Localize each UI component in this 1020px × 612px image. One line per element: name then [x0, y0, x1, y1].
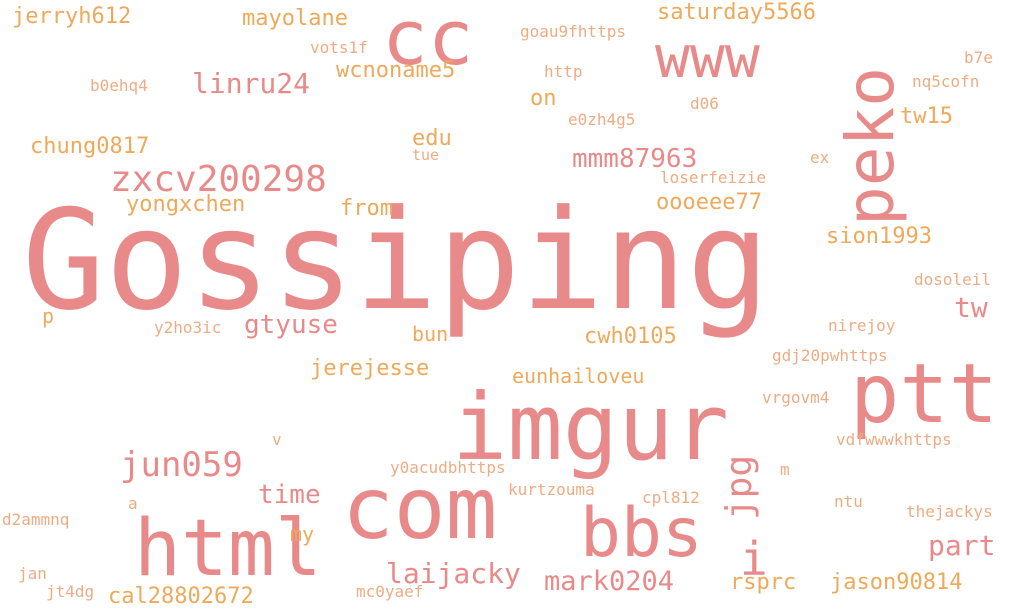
word-cc: cc [382, 0, 474, 82]
word-b0ehq4: b0ehq4 [90, 76, 148, 95]
word-m: m [780, 460, 790, 479]
word-yongxchen: yongxchen [126, 192, 246, 217]
word-y0acudbhttps: y0acudbhttps [390, 458, 506, 477]
word-linru24: linru24 [192, 67, 311, 100]
word-ptt: ptt [850, 347, 999, 442]
word-vots1f: vots1f [310, 38, 368, 57]
word-cwh0105: cwh0105 [584, 324, 677, 349]
word-edu: edu [412, 126, 452, 151]
word-from: from [340, 196, 393, 221]
word-saturday5566: saturday5566 [657, 0, 816, 25]
word-jpg: jpg [719, 454, 760, 520]
word-oooeee77: oooeee77 [656, 190, 762, 215]
word-ex: ex [810, 148, 830, 167]
word-gossiping: Gossiping [22, 180, 770, 341]
word-bun: bun [412, 322, 449, 346]
word-time: time [258, 480, 321, 510]
word-jan: jan [18, 564, 47, 583]
word-goau9fhttps: goau9fhttps [520, 22, 626, 41]
word-kurtzouma: kurtzouma [508, 480, 595, 499]
word-vdfwwwkhttps: vdfwwwkhttps [836, 430, 952, 449]
word-mmm87963: mmm87963 [572, 144, 698, 174]
word-v: v [272, 430, 282, 449]
word-p: p [42, 304, 55, 328]
word-thejackys: thejackys [906, 502, 993, 521]
word-jun059: jun059 [120, 445, 243, 485]
word-http: http [544, 62, 583, 81]
word-d2ammnq: d2ammnq [2, 510, 70, 529]
word-peko: peko [832, 67, 909, 226]
word-part: part [928, 529, 996, 562]
word-d06: d06 [690, 94, 719, 113]
word-jerejesse: jerejesse [310, 356, 430, 381]
word-eunhailoveu: eunhailoveu [512, 364, 645, 388]
word-gdj20pwhttps: gdj20pwhttps [772, 346, 888, 365]
word-imgur: imgur [452, 374, 729, 481]
word-mayolane: mayolane [242, 6, 348, 31]
word-i: i [740, 532, 768, 586]
word-cpl812: cpl812 [642, 488, 700, 507]
word-vrgovm4: vrgovm4 [762, 388, 830, 407]
word-loserfeizie: loserfeizie [660, 168, 766, 187]
word-y2ho3ic: y2ho3ic [154, 318, 222, 337]
word-jerryh612: jerryh612 [12, 4, 132, 29]
word-jason90814: jason90814 [830, 570, 963, 595]
word-on: on [530, 86, 557, 111]
word-b7e: b7e [964, 48, 993, 67]
word-rsprc: rsprc [730, 570, 797, 595]
word-www: www [655, 23, 760, 91]
word-jt4dg: jt4dg [46, 582, 95, 601]
word-mc0yaef: mc0yaef [356, 582, 424, 601]
word-laijacky: laijacky [386, 557, 521, 590]
word-chung0817: chung0817 [30, 134, 150, 159]
word-sion1993: sion1993 [826, 224, 932, 249]
word-dosoleil: dosoleil [914, 270, 992, 289]
word-cal28802672: cal28802672 [108, 584, 254, 609]
word-tw: tw [954, 291, 988, 324]
word-mark0204: mark0204 [544, 566, 675, 597]
word-zxcv200298: zxcv200298 [110, 159, 327, 200]
word-nirejoy: nirejoy [828, 316, 896, 335]
word-ntu: ntu [834, 492, 863, 511]
word-e0zh4g5: e0zh4g5 [568, 110, 636, 129]
word-my: my [290, 522, 315, 546]
word-a: a [128, 494, 138, 513]
word-gtyuse: gtyuse [244, 310, 338, 340]
word-tue: tue [412, 146, 440, 164]
word-bbs: bbs [580, 494, 703, 573]
word-wcnoname5: wcnoname5 [336, 58, 456, 83]
word-nq5cofn: nq5cofn [912, 72, 980, 91]
word-html: html [134, 504, 322, 594]
word-tw15: tw15 [900, 104, 953, 129]
word-com: com [342, 459, 498, 559]
